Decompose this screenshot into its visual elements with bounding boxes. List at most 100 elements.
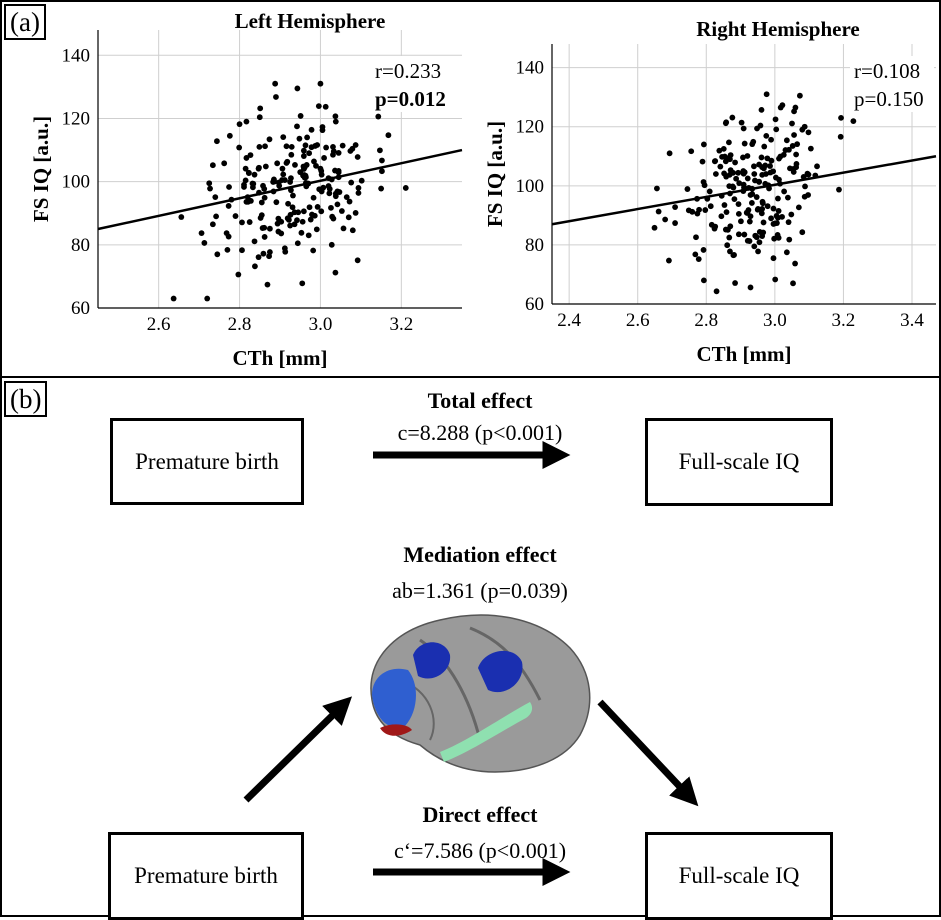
data-point [805,192,812,198]
data-point [795,204,802,211]
data-point [723,209,730,216]
data-point [283,143,290,150]
data-point [201,240,208,246]
data-point [768,136,774,143]
data-point [750,138,757,145]
data-point [305,232,312,239]
data-point [348,179,355,186]
data-point [838,114,844,121]
data-point [355,185,362,191]
data-point [247,198,254,204]
panel-b-label: (b) [4,381,48,417]
data-point [262,143,268,150]
data-point [239,247,245,254]
data-point [741,231,748,238]
full-scale-iq-box-top: Full-scale IQ [645,418,833,506]
data-point [721,202,728,208]
data-point [256,164,262,171]
data-point [260,250,267,257]
data-point [289,204,296,211]
data-point [272,80,279,87]
panel-a-label: (a) [4,4,46,40]
direct-effect-title: Direct effect [422,802,538,827]
data-point [243,118,250,125]
data-point [719,153,725,160]
total-effect-value: c=8.288 (p<0.001) [397,420,563,445]
data-point [804,170,811,177]
data-point [779,102,786,109]
mediation-effect-value: ab=1.361 (p=0.039) [392,578,568,603]
x-tick-label: 3.2 [832,310,856,331]
data-point [243,198,250,205]
data-point [672,204,678,210]
data-point [752,232,759,239]
data-point [232,213,239,219]
data-point [759,205,766,212]
data-point [339,142,346,149]
data-point [330,143,336,150]
data-point [790,280,796,287]
data-point [262,163,269,170]
data-point [275,215,282,222]
data-point [300,208,307,215]
y-tick-label: 140 [516,58,545,79]
data-point [772,276,779,283]
data-point [707,203,714,210]
data-point [299,218,306,225]
data-point [738,218,744,225]
data-point [308,144,315,151]
x-tick-label: 3.0 [309,314,333,335]
right-hemisphere-chart: 2.4 2.6 2.8 3.0 3.2 3.4 60 80 100 120 140 Right Hem… [483,17,937,366]
data-point [794,141,801,148]
data-point [740,170,747,177]
data-point [297,113,304,119]
data-point [767,169,774,176]
data-point [744,153,751,159]
data-point [700,277,707,284]
data-point [311,158,317,165]
data-point [724,155,731,162]
data-point [260,182,266,189]
data-point [722,120,729,127]
data-point [273,94,279,100]
x-tick-label: 3.4 [900,310,924,331]
data-point [712,171,719,177]
data-point [699,158,706,165]
data-point [696,206,702,213]
data-point [785,219,792,226]
data-point [735,210,742,217]
data-point [760,165,767,172]
data-point [332,190,339,197]
data-point [741,140,748,147]
data-point [735,231,742,238]
data-point [775,208,782,214]
data-point [736,180,743,187]
data-point [720,145,727,152]
data-point [712,158,719,164]
data-point [751,163,757,170]
chart-title: Right Hemisphere [696,17,860,41]
data-point [751,243,758,250]
data-point [402,185,409,191]
data-point [786,236,793,243]
data-point [726,234,733,241]
data-point [775,195,781,202]
data-point [299,280,306,287]
data-point [799,229,806,236]
direct-effect-value: c‘=7.586 (p<0.001) [393,838,567,863]
data-point [323,144,330,151]
y-tick-label: 100 [62,172,91,193]
data-point [802,183,808,190]
data-point [178,214,185,220]
data-point [246,219,253,225]
data-point [747,213,754,220]
data-point [385,132,392,139]
data-point [773,213,780,219]
data-point [335,149,342,156]
x-tick-label: 3.2 [389,314,413,335]
data-point [340,225,347,232]
data-point [314,204,321,210]
x-tick-label: 3.0 [763,310,787,331]
data-point [746,218,753,225]
data-point [251,238,258,245]
